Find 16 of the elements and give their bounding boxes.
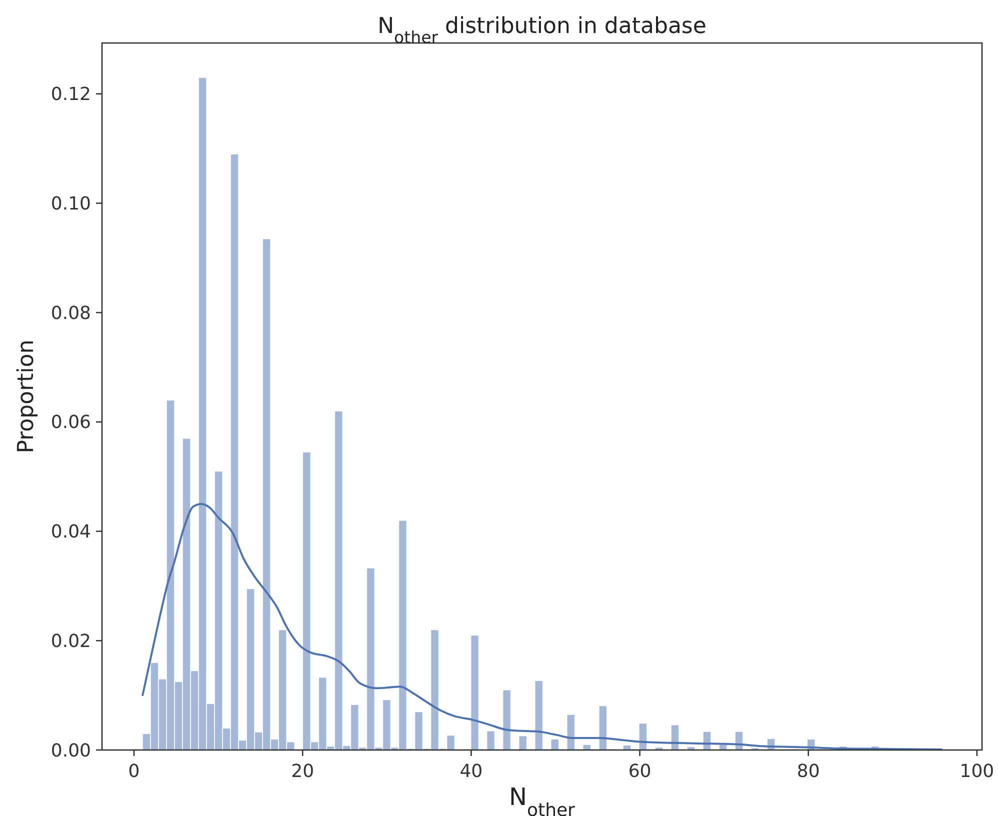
x-tick-label: 80: [796, 761, 820, 782]
chart-title: N$_{other}$ distribution in database: [378, 14, 706, 46]
y-tick-label: 0.04: [50, 522, 91, 543]
x-axis-title: N$_{other}$: [509, 783, 576, 816]
x-tick-label: 60: [628, 761, 652, 782]
y-tick-label: 0.10: [50, 194, 91, 215]
x-tick-label: 100: [960, 761, 994, 782]
x-tick-label: 0: [128, 761, 140, 782]
y-tick-label: 0.08: [50, 302, 91, 324]
x-tick-label: 20: [291, 761, 314, 782]
y-tick-label: 0.06: [50, 412, 91, 434]
y-axis-title: Proportion: [14, 340, 39, 454]
y-tick-label: 0.02: [50, 630, 91, 652]
y-tick-label: 0.00: [50, 740, 91, 762]
y-tick-label: 0.12: [50, 84, 91, 106]
x-tick-label: 40: [460, 761, 483, 782]
